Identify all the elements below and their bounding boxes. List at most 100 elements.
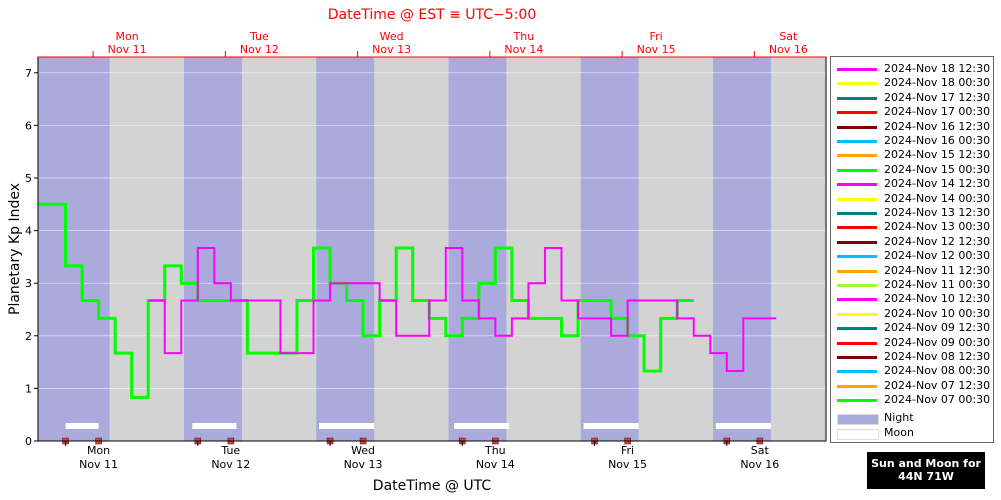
legend-label: 2024-Nov 08 00:30 [884,364,991,378]
legend-label: 2024-Nov 11 00:30 [884,278,991,291]
legend-swatch [837,68,877,71]
plot-background [38,57,826,441]
bottom-tick-date: Nov 13 [344,458,383,471]
bottom-tick-day: Sat [751,444,770,457]
y-tick-label: 6 [25,119,32,132]
bottom-tick-date: Nov 16 [740,458,779,471]
top-tick-day: Thu [513,30,535,43]
legend-label: 2024-Nov 12 00:30 [884,249,991,263]
bottom-tick-date: Nov 14 [476,458,515,471]
top-tick-day: Sat [779,30,798,43]
top-tick-date: Nov 16 [769,43,808,56]
legend-swatch [837,284,877,287]
series-line [148,246,777,373]
night-band [713,57,771,441]
y-tick-label: 7 [25,67,32,80]
moon-bar [715,423,771,429]
legend-label: 2024-Nov 09 00:30 [884,335,991,349]
night-band [580,57,639,441]
bottom-tick-day: Mon [87,444,110,457]
moon-bar [192,423,237,429]
y-tick-label: 0 [25,435,32,448]
y-tick-label: 3 [25,277,32,290]
legend-swatch [837,370,877,374]
legend-label: 2024-Nov 17 12:30 [884,90,991,104]
top-tick-date: Nov 14 [504,43,543,56]
sunmoon-line2: 44N 71W [898,470,954,483]
legend-label: 2024-Nov 08 12:30 [884,350,991,363]
legend-swatch [837,399,877,403]
legend-label: 2024-Nov 18 12:30 [884,62,991,75]
top-tick-day: Wed [380,30,404,43]
legend-swatch [837,125,877,129]
legend-swatch [837,111,877,115]
bottom-tick-day: Fri [621,444,634,457]
top-axis-title: DateTime @ EST ≡ UTC−5:00 [328,7,536,23]
bottom-tick-date: Nov 11 [79,458,118,471]
sun-moon-location-box: Sun and Moon for 44N 71W [867,452,985,489]
legend-swatch [837,197,877,201]
legend-label: 2024-Nov 15 00:30 [884,162,991,176]
legend-label: 2024-Nov 11 12:30 [884,263,991,277]
y-tick-label: 1 [25,382,32,395]
legend-swatch [837,96,877,100]
legend-label: 2024-Nov 14 00:30 [884,191,991,205]
legend-label: 2024-Nov 10 12:30 [884,292,991,306]
top-tick-date: Nov 13 [372,43,411,56]
legend-swatch [837,429,879,440]
moon-bar [583,423,639,429]
legend-label: 2024-Nov 14 12:30 [884,177,991,191]
legend-label: Night [884,411,914,424]
legend-label: 2024-Nov 12 12:30 [884,234,991,248]
legend-label: Moon [884,426,914,439]
night-band [184,57,242,441]
y-tick-label: 2 [25,330,32,343]
legend-label: 2024-Nov 09 12:30 [884,321,991,335]
legend-swatch [837,255,877,259]
bottom-tick-day: Wed [351,444,375,457]
legend-swatch [837,82,877,86]
legend-label: 2024-Nov 18 00:30 [884,76,991,90]
sunmoon-line1: Sun and Moon for [871,457,981,470]
legend-swatch [837,269,877,273]
x-axis-label: DateTime @ UTC [373,478,492,494]
legend-swatch [837,183,877,187]
legend-label: 2024-Nov 15 12:30 [884,148,991,162]
legend-swatch [837,226,877,230]
legend-label: 2024-Nov 17 00:30 [884,105,991,119]
moon-bar [454,423,510,429]
legend-swatch [837,414,879,425]
legend-label: 2024-Nov 13 00:30 [884,220,991,234]
y-tick-label: 4 [25,225,32,238]
series-line [38,202,694,399]
top-tick-day: Tue [249,30,269,43]
legend-label: 2024-Nov 16 12:30 [884,119,991,133]
bottom-tick-day: Thu [484,444,506,457]
legend-swatch [837,140,877,143]
legend-label: 2024-Nov 07 12:30 [884,378,991,392]
bottom-tick-date: Nov 12 [211,458,250,471]
legend-swatch [837,312,877,316]
top-tick-date: Nov 12 [240,43,279,56]
top-tick-date: Nov 11 [108,43,147,56]
legend-label: 2024-Nov 10 00:30 [884,306,991,320]
top-tick-day: Mon [116,30,139,43]
legend-swatch [837,356,877,359]
night-band [38,57,110,441]
legend-swatch [837,341,877,345]
moon-bar [65,423,99,429]
bottom-tick-day: Tue [220,444,240,457]
legend: 2024-Nov 18 12:30 2024-Nov 18 00:30 2024-N… [830,56,994,443]
y-axis-label: Planetary Kp Index [7,183,23,315]
moon-bar [319,423,375,429]
bottom-tick-date: Nov 15 [608,458,647,471]
legend-swatch [837,212,877,215]
legend-swatch [837,384,877,388]
legend-swatch [837,168,877,172]
legend-swatch [837,327,877,331]
legend-swatch [837,240,877,244]
legend-swatch [837,298,877,302]
legend-label: 2024-Nov 16 00:30 [884,134,991,147]
legend-label: 2024-Nov 07 00:30 [884,393,991,407]
